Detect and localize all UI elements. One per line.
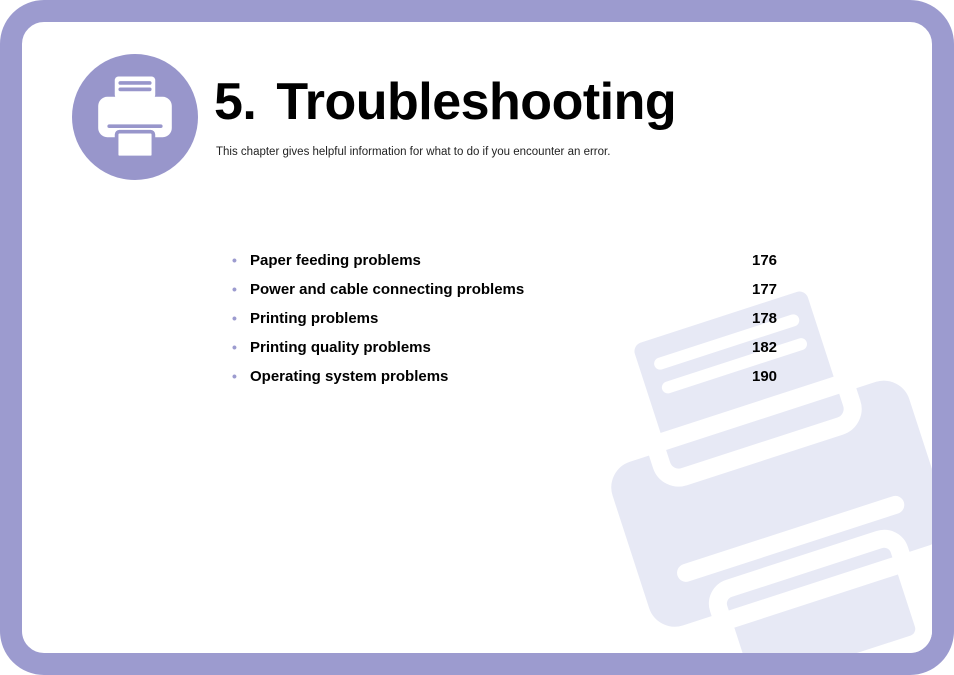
printer-icon	[89, 71, 181, 163]
toc-row[interactable]: • Printing quality problems 182	[232, 339, 792, 356]
table-of-contents: • Paper feeding problems 176 • Power and…	[232, 252, 792, 397]
chapter-description: This chapter gives helpful information f…	[216, 146, 610, 158]
bullet-icon: •	[232, 369, 250, 383]
toc-page: 177	[752, 281, 792, 298]
chapter-icon-circle	[72, 54, 198, 180]
chapter-number: 5.	[214, 73, 256, 131]
toc-label: Power and cable connecting problems	[250, 281, 524, 298]
bullet-icon: •	[232, 311, 250, 325]
chapter-title-text: Troubleshooting	[276, 73, 676, 131]
toc-label: Printing problems	[250, 310, 378, 327]
toc-page: 190	[752, 368, 792, 385]
toc-label: Printing quality problems	[250, 339, 431, 356]
bullet-icon: •	[232, 340, 250, 354]
toc-label: Paper feeding problems	[250, 252, 421, 269]
toc-page: 178	[752, 310, 792, 327]
toc-row[interactable]: • Power and cable connecting problems 17…	[232, 281, 792, 298]
toc-label: Operating system problems	[250, 368, 448, 385]
toc-row[interactable]: • Printing problems 178	[232, 310, 792, 327]
bullet-icon: •	[232, 253, 250, 267]
toc-row[interactable]: • Operating system problems 190	[232, 368, 792, 385]
chapter-title: 5. Troubleshooting	[214, 72, 676, 132]
bullet-icon: •	[232, 282, 250, 296]
toc-row[interactable]: • Paper feeding problems 176	[232, 252, 792, 269]
toc-page: 182	[752, 339, 792, 356]
toc-page: 176	[752, 252, 792, 269]
page-frame: 5. Troubleshooting This chapter gives he…	[0, 0, 954, 675]
